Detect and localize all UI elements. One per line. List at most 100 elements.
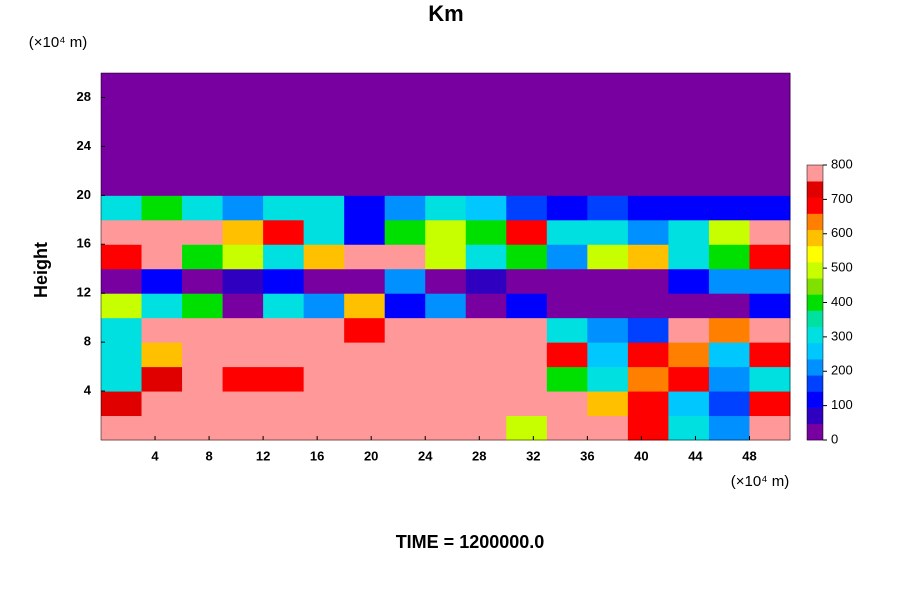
heat-cell (587, 219, 629, 245)
colorbar-band (807, 423, 823, 441)
heat-cell (182, 293, 224, 319)
heat-cell (182, 366, 224, 392)
heat-cell (263, 317, 305, 343)
heat-cell (425, 317, 467, 343)
heat-cell (465, 73, 507, 98)
heat-cell (344, 97, 386, 123)
colorbar-band (807, 197, 823, 214)
heat-cell (222, 219, 264, 245)
heat-cell (627, 170, 669, 196)
heat-cell (587, 391, 629, 417)
heat-cell (101, 219, 143, 245)
heat-cell (465, 121, 507, 147)
heat-cell (384, 268, 426, 294)
heat-cell (182, 342, 224, 368)
heat-cell (101, 415, 143, 441)
heat-cell (344, 195, 386, 221)
x-tick-label: 40 (634, 448, 648, 463)
heat-cell (627, 366, 669, 392)
heat-cell (222, 146, 264, 172)
x-tick-label: 24 (418, 448, 433, 463)
heat-cell (546, 293, 588, 319)
heat-cell (668, 73, 710, 98)
heat-cell (587, 97, 629, 123)
heat-cell (506, 73, 548, 98)
heat-cell (506, 317, 548, 343)
heat-cell (141, 415, 183, 441)
heat-cell (587, 342, 629, 368)
heat-cell (344, 391, 386, 417)
y-axis-label: Height (31, 242, 51, 298)
heat-cell (465, 244, 507, 270)
plot-frame (100, 72, 791, 441)
heat-cell (708, 97, 750, 123)
heat-cell (668, 219, 710, 245)
heat-cell (708, 244, 750, 270)
heat-cell (749, 73, 791, 98)
heat-cell (627, 317, 669, 343)
heat-cell (182, 391, 224, 417)
heat-cell (222, 73, 264, 98)
heat-cell (587, 244, 629, 270)
heat-cell (587, 317, 629, 343)
heat-cell (425, 146, 467, 172)
heat-cell (101, 73, 143, 98)
colorbar-band (807, 407, 823, 425)
heat-cell (425, 391, 467, 417)
y-tick-label: 4 (84, 383, 92, 398)
heat-cell (465, 366, 507, 392)
heat-cell (668, 342, 710, 368)
heat-cell (627, 268, 669, 294)
heat-cell (101, 244, 143, 270)
heat-cell (384, 219, 426, 245)
heat-cell (587, 415, 629, 441)
heat-cell (263, 219, 305, 245)
heat-cell (101, 268, 143, 294)
heat-cell (708, 366, 750, 392)
heat-cell (546, 73, 588, 98)
chart-title: Km (428, 1, 463, 26)
heat-cell (708, 73, 750, 98)
heat-cell (546, 146, 588, 172)
heat-cell (384, 244, 426, 270)
heat-cell (384, 97, 426, 123)
heat-cell (668, 195, 710, 221)
heat-cell (384, 121, 426, 147)
heat-cell (182, 73, 224, 98)
heat-cell (141, 293, 183, 319)
heat-cell (708, 342, 750, 368)
heat-cell (141, 268, 183, 294)
heat-cell (587, 366, 629, 392)
heat-cell (465, 342, 507, 368)
heat-cell (303, 146, 345, 172)
heat-cell (182, 146, 224, 172)
heat-cell (749, 268, 791, 294)
heat-cell (627, 219, 669, 245)
heat-cell (546, 415, 588, 441)
heat-cell (425, 73, 467, 98)
y-tick-label: 20 (77, 187, 91, 202)
x-tick-label: 12 (256, 448, 270, 463)
heat-cell (222, 391, 264, 417)
colorbar-band (807, 391, 823, 408)
colorbar-band (807, 262, 823, 279)
heat-cell (708, 121, 750, 147)
heat-cell (141, 342, 183, 368)
heat-cell (141, 244, 183, 270)
heat-cell (263, 391, 305, 417)
heat-cell (465, 195, 507, 221)
heat-cell (546, 170, 588, 196)
heat-cell (749, 415, 791, 441)
heat-cell (465, 219, 507, 245)
heat-cell (546, 97, 588, 123)
colorbar-band (807, 278, 823, 295)
heat-cell (263, 366, 305, 392)
heat-cell (303, 415, 345, 441)
heat-cell (222, 415, 264, 441)
heat-cell (384, 342, 426, 368)
heat-cell (384, 317, 426, 343)
colorbar-band (807, 326, 823, 344)
heat-cell (303, 342, 345, 368)
heat-cell (141, 391, 183, 417)
heat-cell (546, 244, 588, 270)
